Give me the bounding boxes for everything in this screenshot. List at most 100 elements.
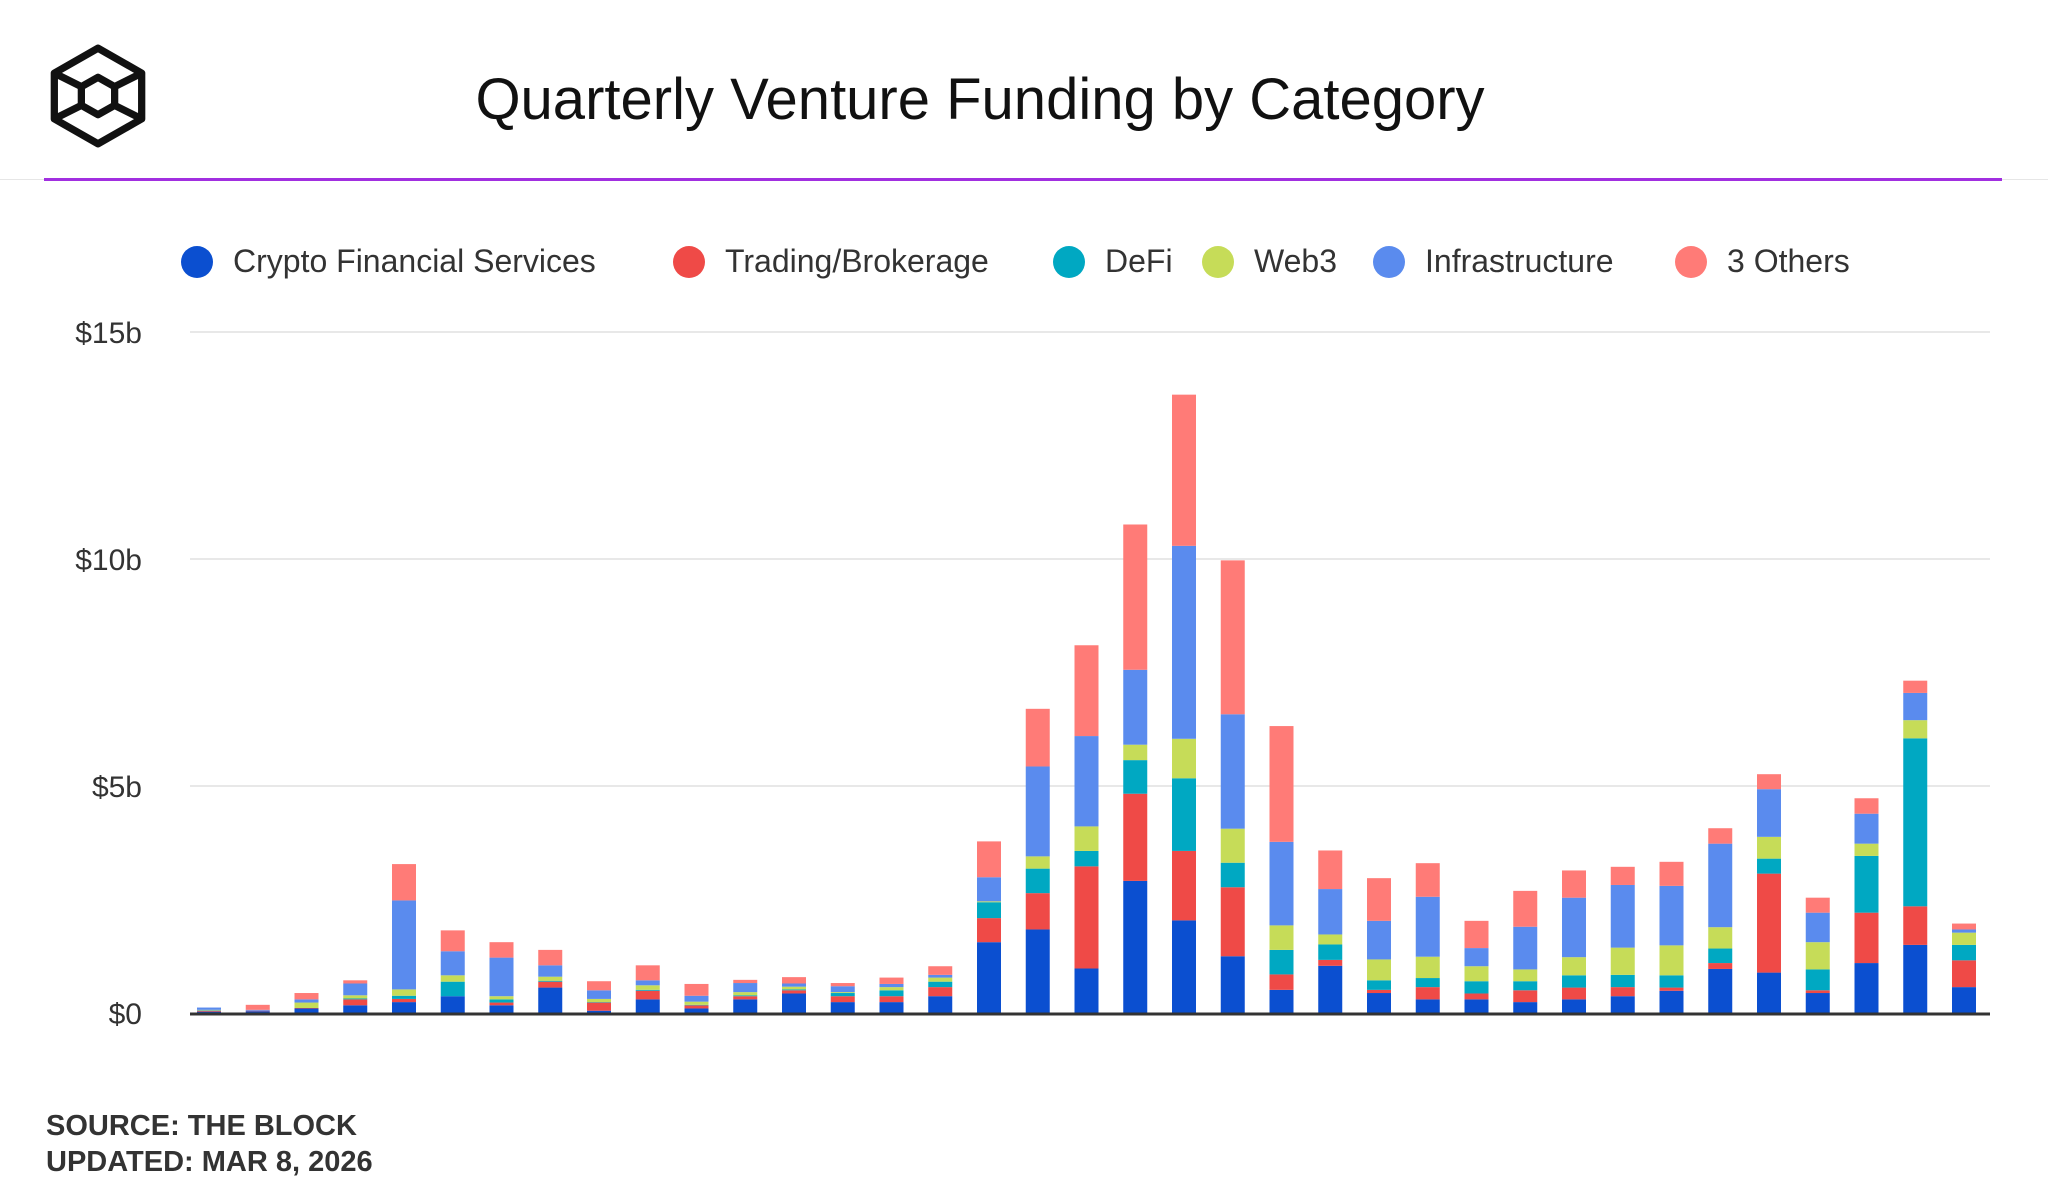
bar-segment-infrastructure (245, 1009, 270, 1011)
bar-segment-defi (1854, 855, 1879, 913)
bar-segment-3-others (294, 993, 319, 1000)
bar-segment-web3 (1805, 942, 1830, 970)
legend-item[interactable]: Crypto Financial Services (181, 243, 596, 280)
bar-segment-infrastructure (538, 965, 563, 977)
bar-segment-trading-brokerage (1952, 960, 1976, 988)
bar-segment-web3 (587, 998, 611, 1003)
bar-segment-infrastructure (1610, 884, 1635, 948)
bar-segment-defi (879, 990, 904, 997)
bar-segment-3-others (245, 1004, 270, 1010)
bar-segment-defi (830, 993, 855, 997)
bar-segment-infrastructure (1220, 714, 1245, 829)
bar-segment-infrastructure (1025, 766, 1050, 857)
bar-segment-trading-brokerage (1074, 866, 1099, 969)
bar-segment-web3 (1269, 925, 1294, 950)
legend-swatch (1202, 245, 1234, 278)
bar-segment-trading-brokerage (928, 987, 953, 997)
bar-segment-infrastructure (1172, 545, 1196, 739)
bar-segment-3-others (1318, 850, 1343, 890)
bar-segment-crypto-financial-services (928, 996, 953, 1013)
y-tick-label: $15b (75, 317, 142, 350)
chart-title: Quarterly Venture Funding by Category (475, 67, 1485, 132)
bar-segment-trading-brokerage (197, 1010, 221, 1012)
bar-segment-3-others (684, 983, 709, 996)
bar-segment-3-others (1220, 560, 1245, 715)
bar-segment-web3 (830, 992, 855, 994)
bar-segment-3-others (782, 977, 806, 984)
legend-item[interactable]: 3 Others (1675, 243, 1850, 280)
legend-swatch (1373, 245, 1405, 278)
bar-segment-infrastructure (782, 983, 806, 987)
legend-swatch (181, 245, 213, 278)
bar-segment-infrastructure (1659, 885, 1684, 946)
bar-segment-defi (1269, 949, 1294, 975)
bar-segment-web3 (1757, 836, 1781, 859)
bar-segment-trading-brokerage (1562, 987, 1586, 1000)
bar-segment-crypto-financial-services (1903, 944, 1928, 1013)
legend-item[interactable]: Web3 (1202, 243, 1337, 280)
bar-segment-3-others (1805, 897, 1830, 913)
bar-segment-defi (782, 989, 806, 991)
source-line: SOURCE: THE BLOCK (46, 1110, 357, 1142)
bar-segment-trading-brokerage (635, 990, 660, 1000)
bar-segment-3-others (1757, 774, 1781, 790)
bar-segment-crypto-financial-services (392, 1002, 416, 1013)
bar-segment-defi (1025, 868, 1050, 894)
bar-segment-infrastructure (197, 1007, 221, 1010)
legend-item[interactable]: Trading/Brokerage (673, 243, 989, 280)
bar-segment-web3 (1854, 843, 1879, 856)
bar-segment-web3 (1123, 744, 1148, 761)
bar-segment-3-others (1025, 708, 1050, 767)
bar-segment-defi (1757, 858, 1781, 874)
bar-segment-trading-brokerage (1269, 974, 1294, 990)
bar-segment-infrastructure (733, 983, 758, 993)
bar-segment-web3 (197, 1009, 221, 1011)
bar-segment-web3 (977, 901, 1001, 903)
bar-segment-infrastructure (1074, 736, 1099, 827)
bar-segment-infrastructure (684, 995, 709, 1002)
legend-label: Crypto Financial Services (233, 243, 596, 279)
bar-segment-3-others (1123, 524, 1148, 670)
bar-segment-infrastructure (1464, 948, 1489, 967)
bar-segment-trading-brokerage (294, 1008, 319, 1009)
bar-segment-3-others (635, 965, 660, 981)
bar-segment-3-others (879, 977, 904, 984)
bar-segment-3-others (587, 981, 611, 991)
bar-segment-defi (1952, 944, 1976, 961)
accent-divider (44, 178, 2002, 181)
bar-segment-crypto-financial-services (343, 1005, 368, 1013)
bar-segment-defi (1659, 975, 1684, 988)
bar-segment-3-others (1854, 798, 1879, 814)
bar-segment-web3 (538, 976, 563, 981)
bar-segment-infrastructure (1854, 813, 1879, 844)
bar-segment-crypto-financial-services (1757, 972, 1781, 1013)
bar-segment-3-others (1172, 394, 1196, 546)
bar-segment-crypto-financial-services (1123, 880, 1148, 1013)
bar-segment-infrastructure (1708, 843, 1733, 928)
bar-segment-defi (1610, 974, 1635, 988)
bar-segment-infrastructure (1903, 692, 1928, 721)
bar-segment-3-others (538, 949, 563, 966)
legend-swatch (673, 245, 705, 278)
bar-segment-defi (587, 1002, 611, 1003)
bar-segment-defi (1415, 978, 1440, 988)
bar-segment-trading-brokerage (1172, 850, 1196, 921)
legend-item[interactable]: Infrastructure (1373, 243, 1614, 280)
bar-segment-3-others (1074, 645, 1099, 737)
bar-segment-defi (1074, 850, 1099, 867)
legend-item[interactable]: DeFi (1053, 243, 1173, 280)
bar-segment-trading-brokerage (1903, 906, 1928, 945)
bar-segment-defi (197, 1010, 221, 1011)
stacked-bar-chart: $0 $5b $10b $15b (75, 317, 1990, 1031)
bar-segment-crypto-financial-services (1659, 990, 1684, 1013)
bar-segment-3-others (977, 841, 1001, 878)
bar-segment-web3 (1562, 957, 1586, 976)
bar-segment-trading-brokerage (538, 981, 563, 988)
bar-segment-crypto-financial-services (1952, 987, 1976, 1013)
bar-segment-infrastructure (1562, 897, 1586, 958)
bar-segment-infrastructure (489, 957, 514, 997)
updated-line: UPDATED: MAR 8, 2026 (46, 1146, 373, 1178)
bar-segment-web3 (294, 1002, 319, 1009)
bar-segment-defi (733, 995, 758, 997)
bar-segment-3-others (1659, 861, 1684, 886)
